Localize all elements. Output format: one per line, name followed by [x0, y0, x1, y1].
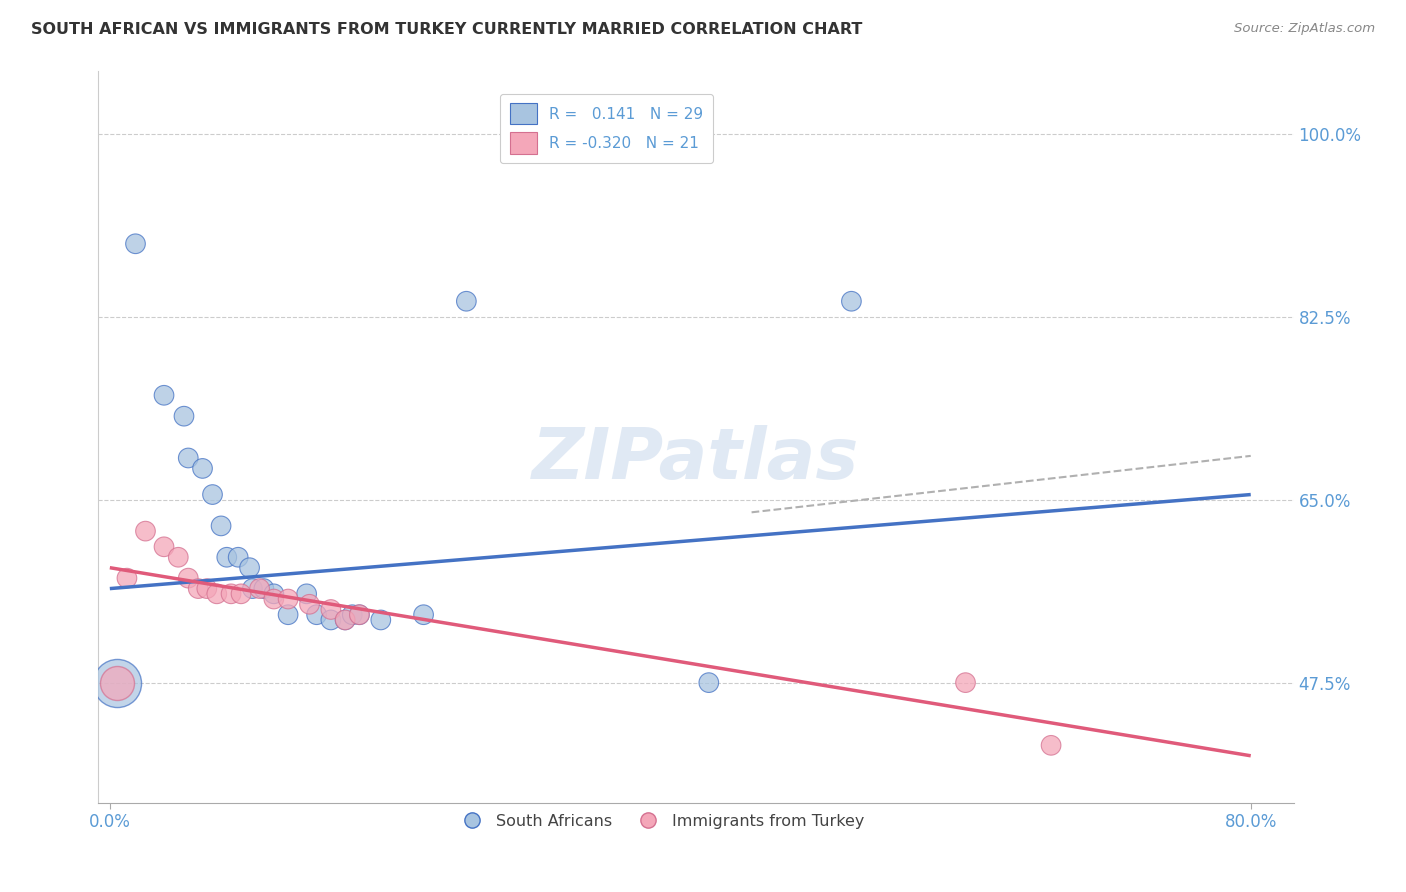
- Point: [219, 587, 242, 601]
- Point: [239, 560, 262, 574]
- Point: [1040, 739, 1063, 753]
- Point: [412, 607, 434, 622]
- Point: [333, 613, 356, 627]
- Point: [177, 450, 200, 465]
- Point: [215, 550, 238, 565]
- Legend: South Africans, Immigrants from Turkey: South Africans, Immigrants from Turkey: [450, 807, 870, 835]
- Point: [370, 613, 392, 627]
- Point: [277, 607, 299, 622]
- Point: [195, 582, 218, 596]
- Point: [153, 540, 176, 554]
- Point: [298, 597, 321, 611]
- Point: [191, 461, 214, 475]
- Point: [305, 607, 328, 622]
- Point: [205, 587, 228, 601]
- Point: [167, 550, 190, 565]
- Point: [349, 607, 371, 622]
- Point: [342, 607, 364, 622]
- Point: [187, 582, 209, 596]
- Point: [242, 582, 264, 596]
- Point: [173, 409, 195, 424]
- Point: [295, 587, 318, 601]
- Point: [249, 582, 271, 596]
- Point: [134, 524, 156, 538]
- Point: [153, 388, 176, 402]
- Point: [105, 675, 128, 690]
- Point: [319, 602, 342, 616]
- Point: [319, 613, 342, 627]
- Point: [333, 613, 356, 627]
- Point: [226, 550, 249, 565]
- Point: [177, 571, 200, 585]
- Point: [209, 519, 232, 533]
- Text: Source: ZipAtlas.com: Source: ZipAtlas.com: [1234, 22, 1375, 36]
- Point: [124, 236, 146, 251]
- Point: [115, 571, 138, 585]
- Point: [253, 582, 276, 596]
- Point: [841, 294, 863, 309]
- Point: [229, 587, 252, 601]
- Point: [456, 294, 478, 309]
- Point: [349, 607, 371, 622]
- Text: SOUTH AFRICAN VS IMMIGRANTS FROM TURKEY CURRENTLY MARRIED CORRELATION CHART: SOUTH AFRICAN VS IMMIGRANTS FROM TURKEY …: [31, 22, 862, 37]
- Point: [201, 487, 224, 501]
- Point: [105, 675, 128, 690]
- Point: [263, 592, 285, 607]
- Point: [277, 592, 299, 607]
- Point: [955, 675, 977, 690]
- Point: [697, 675, 720, 690]
- Point: [263, 587, 285, 601]
- Text: ZIPatlas: ZIPatlas: [533, 425, 859, 493]
